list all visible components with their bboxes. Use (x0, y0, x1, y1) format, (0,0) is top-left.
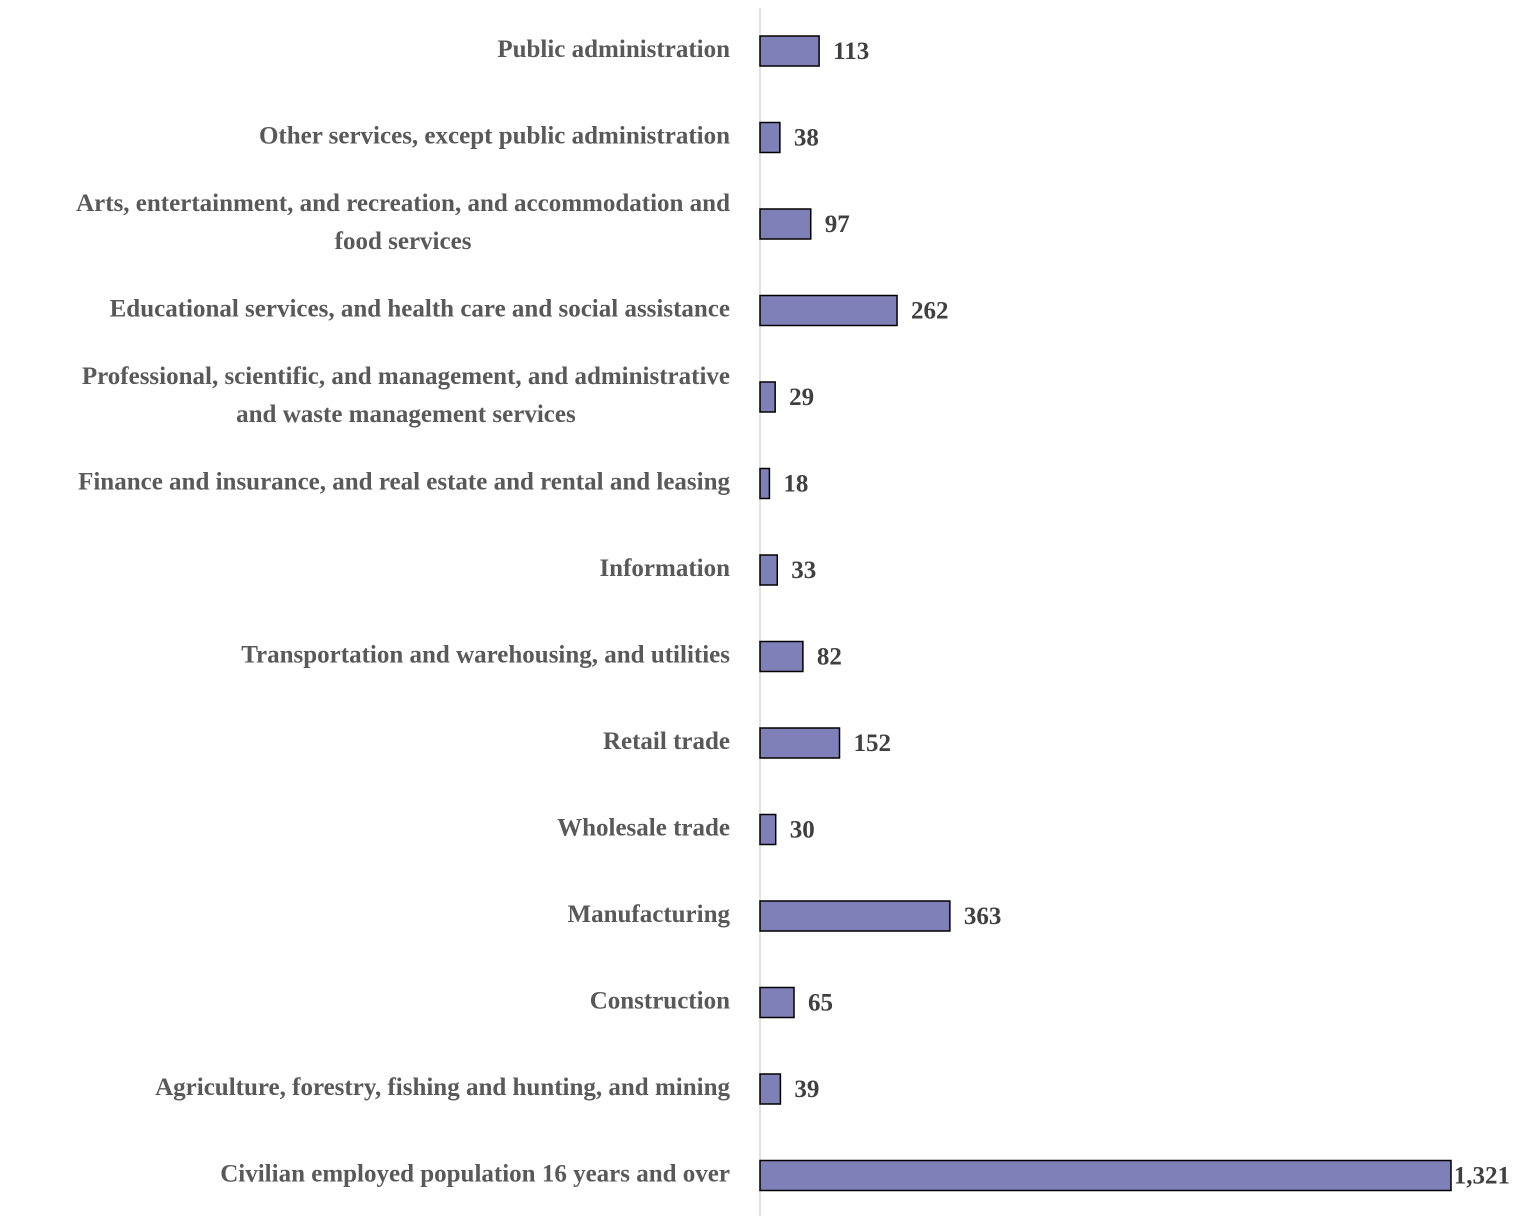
bar-0 (759, 35, 820, 67)
category-label-line: Educational services, and health care an… (110, 296, 730, 323)
category-label: Agriculture, forestry, fishing and hunti… (155, 1074, 730, 1101)
category-labels: Public administration Other services, exc… (76, 36, 730, 1188)
category-label-line: Public administration (497, 36, 730, 63)
category-label: Manufacturing (568, 901, 731, 928)
category-label: Finance and insurance, and real estate a… (78, 469, 730, 496)
category-label-line: Agriculture, forestry, fishing and hunti… (155, 1074, 730, 1101)
category-label: Civilian employed population 16 years an… (220, 1161, 730, 1188)
category-label: Professional, scientific, and management… (82, 363, 730, 390)
value-label: 38 (794, 125, 819, 152)
value-label: 97 (825, 211, 850, 238)
value-label: 363 (964, 903, 1002, 930)
category-label-line: Arts, entertainment, and recreation, and… (76, 190, 730, 217)
bar-8 (759, 727, 841, 759)
category-label-line: Transportation and warehousing, and util… (241, 642, 730, 669)
category-label: Transportation and warehousing, and util… (241, 642, 730, 669)
category-label-line: Professional, scientific, and management… (82, 363, 730, 390)
value-label: 262 (911, 298, 949, 325)
bar-9 (759, 813, 777, 846)
bar-6 (759, 554, 779, 586)
bar-10 (759, 900, 951, 932)
category-label-line: Information (599, 555, 730, 582)
category-label-line: food services (335, 228, 472, 255)
bar-11 (759, 986, 795, 1019)
value-label: 30 (790, 817, 815, 844)
category-label-line: Construction (590, 988, 730, 1015)
value-label: 82 (817, 644, 842, 671)
value-labels: 113 38 97 262 29 18 33 82 152 30 363 65 39 1,321 (783, 38, 1510, 1190)
category-label: Wholesale trade (557, 815, 730, 842)
bar-3 (759, 294, 898, 327)
category-label-line: Finance and insurance, and real estate a… (78, 469, 730, 496)
category-label-line: Civilian employed population 16 years an… (220, 1161, 730, 1188)
bar-2 (759, 208, 812, 240)
value-label: 39 (794, 1076, 819, 1103)
category-label: Educational services, and health care an… (110, 296, 730, 323)
value-label: 29 (789, 384, 814, 411)
category-label: Construction (590, 988, 730, 1015)
category-label-line: and waste management services (236, 401, 576, 428)
category-label: Other services, except public administra… (259, 123, 730, 150)
value-label: 1,321 (1454, 1163, 1510, 1190)
bar-4 (759, 381, 776, 413)
bar-7 (759, 640, 804, 673)
bar-12 (759, 1073, 782, 1105)
bar-5 (759, 467, 771, 500)
category-label-line: Wholesale trade (557, 815, 730, 842)
bars-layer (759, 35, 1452, 1192)
category-label-line: Retail trade (603, 728, 730, 755)
category-label-line: Other services, except public administra… (259, 123, 730, 150)
bar-13 (759, 1159, 1452, 1192)
value-label: 33 (791, 557, 816, 584)
value-label: 152 (854, 730, 892, 757)
bar-1 (759, 121, 781, 154)
category-label: Public administration (497, 36, 730, 63)
value-label: 113 (833, 38, 869, 65)
value-label: 65 (808, 990, 833, 1017)
category-label-line: Manufacturing (568, 901, 731, 928)
category-label: Information (599, 555, 730, 582)
category-label: Arts, entertainment, and recreation, and… (76, 190, 730, 217)
value-label: 18 (783, 471, 808, 498)
category-label: Retail trade (603, 728, 730, 755)
